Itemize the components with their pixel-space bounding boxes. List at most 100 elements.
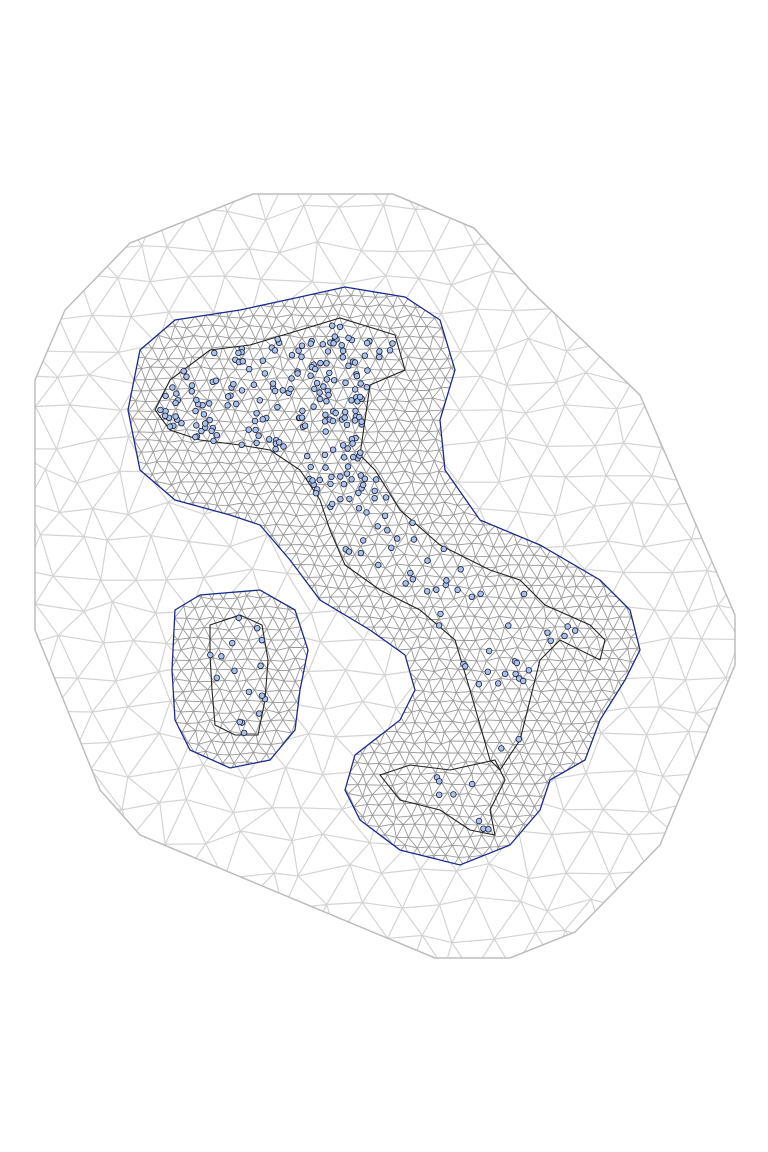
station: [313, 379, 321, 387]
station: [323, 360, 330, 367]
station: [256, 710, 263, 717]
station: [498, 745, 505, 752]
station: [402, 580, 409, 587]
station: [236, 718, 243, 726]
station: [360, 481, 367, 489]
station: [376, 353, 383, 361]
station: [357, 380, 364, 387]
inner-boundary: [127, 286, 641, 866]
station: [323, 398, 330, 405]
stations: [157, 322, 579, 833]
station: [435, 622, 443, 629]
station: [337, 473, 344, 480]
station: [436, 778, 443, 785]
station: [271, 347, 279, 354]
station: [364, 367, 371, 374]
station: [339, 354, 346, 361]
station: [350, 453, 357, 461]
station: [477, 590, 484, 597]
station: [193, 396, 200, 404]
station: [363, 339, 371, 347]
station: [348, 476, 355, 483]
station: [322, 428, 329, 435]
station: [329, 322, 336, 329]
station: [484, 668, 491, 675]
station: [389, 340, 396, 347]
station: [351, 359, 359, 366]
station: [257, 662, 264, 669]
station: [319, 341, 326, 348]
station: [475, 681, 483, 688]
station: [288, 375, 295, 382]
station: [207, 651, 214, 659]
station: [520, 590, 528, 598]
station: [371, 495, 378, 502]
station: [298, 414, 306, 421]
station: [201, 420, 209, 427]
station: [361, 475, 369, 482]
station: [320, 383, 327, 390]
station: [343, 421, 351, 429]
station: [376, 348, 383, 355]
station: [224, 393, 232, 400]
mesh-hull: [34, 193, 736, 959]
station: [269, 380, 277, 387]
station: [336, 323, 344, 331]
station: [424, 588, 431, 595]
station: [279, 387, 286, 394]
station: [304, 452, 311, 460]
station: [329, 500, 336, 508]
coastline: [209, 614, 269, 736]
station: [274, 403, 281, 411]
station: [436, 791, 443, 798]
station: [561, 632, 568, 640]
station: [193, 422, 200, 429]
station: [340, 442, 347, 449]
coastline: [379, 759, 506, 836]
station: [307, 463, 314, 471]
station: [298, 353, 305, 360]
station: [324, 348, 332, 355]
station: [172, 399, 179, 407]
station: [312, 490, 320, 497]
station: [353, 372, 361, 380]
station: [180, 368, 187, 375]
station: [169, 384, 176, 391]
coastline: [154, 317, 606, 771]
station: [515, 736, 522, 743]
station: [239, 358, 246, 365]
station: [374, 523, 381, 530]
station: [357, 449, 364, 456]
station: [547, 637, 554, 644]
station: [330, 340, 337, 347]
station: [520, 677, 527, 685]
station: [198, 427, 205, 435]
station: [245, 688, 253, 696]
station: [345, 548, 353, 555]
station: [328, 473, 335, 481]
station: [454, 586, 461, 594]
station: [259, 416, 266, 423]
station: [356, 393, 364, 401]
station: [173, 390, 180, 397]
station: [192, 407, 199, 415]
station: [485, 647, 493, 655]
station: [316, 389, 323, 396]
station: [341, 414, 348, 421]
station: [188, 388, 195, 395]
station: [485, 826, 492, 833]
station: [424, 557, 431, 564]
station: [166, 423, 174, 430]
station: [172, 413, 179, 420]
station: [495, 680, 502, 687]
station: [235, 614, 242, 622]
station: [245, 365, 253, 373]
station: [256, 397, 263, 404]
station: [311, 385, 318, 393]
station: [312, 365, 319, 373]
station: [253, 439, 260, 447]
station: [322, 464, 329, 471]
station: [294, 370, 301, 377]
